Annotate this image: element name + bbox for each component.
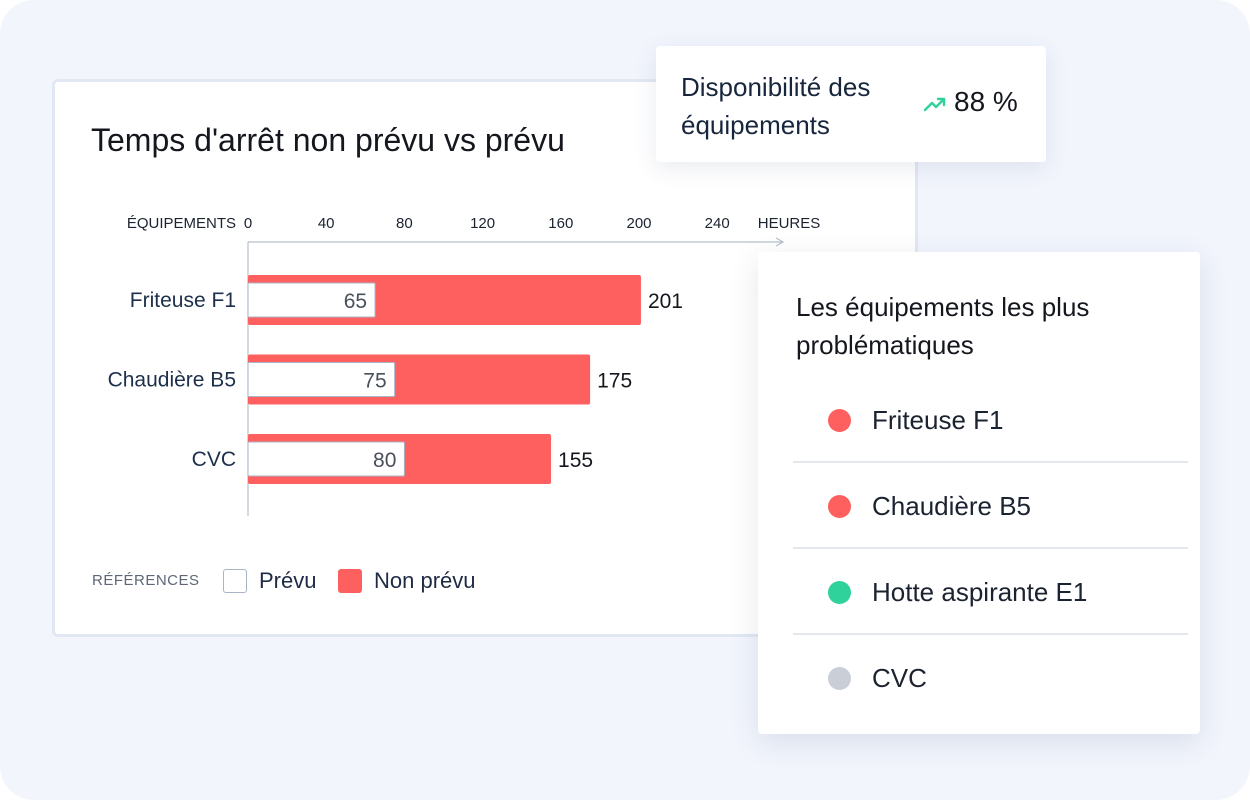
- list-item[interactable]: Friteuse F1: [793, 377, 1188, 463]
- legend-title: RÉFÉRENCES: [92, 572, 200, 589]
- bar-planned-value-label: 65: [344, 290, 367, 313]
- legend-swatch-unplanned: [338, 569, 362, 593]
- bar-unplanned-value-label: 175: [597, 370, 632, 393]
- bar-planned-value-label: 80: [373, 449, 396, 472]
- list-item-label: CVC: [872, 663, 927, 693]
- bar-planned: [247, 441, 405, 477]
- x-tick-label: 80: [396, 215, 413, 232]
- status-dot-icon: [828, 667, 851, 690]
- kpi-value: 88 %: [954, 86, 1018, 117]
- x-axis-arrow-icon: [775, 237, 785, 247]
- equipment-availability-card: Disponibilité des équipements 88 %: [656, 46, 1046, 162]
- bar-unplanned-value-label: 155: [558, 449, 593, 472]
- kpi-label: Disponibilité des équipements: [681, 72, 871, 140]
- category-label: CVC: [192, 448, 236, 471]
- legend-swatch-planned: [223, 569, 247, 593]
- list-item[interactable]: CVC: [793, 635, 1188, 721]
- status-dot-icon: [828, 495, 851, 518]
- legend-label-planned: Prévu: [259, 568, 317, 593]
- x-tick-label: 40: [318, 215, 335, 232]
- x-tick-label: 120: [470, 215, 495, 232]
- trending-up-icon: [924, 97, 946, 112]
- x-tick-label: 160: [548, 215, 573, 232]
- bar-planned: [247, 282, 376, 318]
- status-dot-icon: [828, 409, 851, 432]
- bar-planned-value-label: 75: [363, 370, 386, 393]
- y-axis-label: ÉQUIPEMENTS: [127, 215, 236, 232]
- chart-title: Temps d'arrêt non prévu vs prévu: [91, 122, 565, 158]
- list-item-label: Hotte aspirante E1: [872, 577, 1088, 607]
- x-tick-label: 0: [244, 215, 252, 232]
- list-item[interactable]: Chaudière B5: [793, 463, 1188, 549]
- legend-label-unplanned: Non prévu: [374, 568, 476, 593]
- bar-unplanned-value-label: 201: [648, 290, 683, 313]
- x-tick-label: 200: [626, 215, 651, 232]
- bar-planned: [247, 362, 396, 397]
- list-item[interactable]: Hotte aspirante E1: [793, 549, 1188, 635]
- problem-equipment-card: Les équipements les plus problématiques …: [758, 252, 1200, 734]
- x-axis-label: HEURES: [758, 215, 821, 232]
- category-label: Friteuse F1: [130, 289, 236, 312]
- list-item-label: Friteuse F1: [872, 405, 1004, 435]
- category-label: Chaudière B5: [108, 369, 236, 392]
- problem-list-title: Les équipements les plus problématiques: [796, 292, 1090, 360]
- list-item-label: Chaudière B5: [872, 491, 1031, 521]
- bars-group: Friteuse F1 65 201 Chaudière B5 75 175 CVC 80 15…: [108, 275, 683, 484]
- status-dot-icon: [828, 581, 851, 604]
- x-tick-label: 240: [705, 215, 730, 232]
- x-axis-ticks: 0 40 80 120 160 200 240: [244, 215, 730, 232]
